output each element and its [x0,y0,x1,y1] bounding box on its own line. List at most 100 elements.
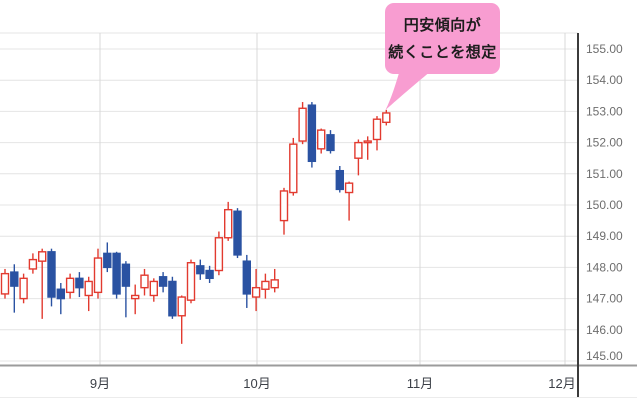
candle-body [372,118,382,141]
candle-body [382,112,391,124]
candlestick [121,261,131,318]
candlestick [38,248,47,319]
candle-body [298,107,307,142]
candle-body [251,286,261,298]
candle-body [214,237,224,272]
candle-body [223,208,233,239]
candlestick [158,272,168,293]
y-axis-label: 148.00 [586,260,623,274]
candlestick [93,248,103,299]
candlestick [242,254,252,308]
y-axis-label: 149.00 [586,229,623,243]
candlestick [261,273,270,299]
candlestick [112,251,121,299]
candlestick [214,231,224,276]
candlestick [289,137,298,196]
candle-body [0,272,10,295]
y-axis-label: 152.00 [586,136,623,150]
candlestick [223,201,233,241]
candlestick [103,242,112,273]
candlestick [326,130,335,154]
candlestick [205,265,214,283]
candlestick [279,187,289,235]
candle-body [344,182,354,194]
candlestick [177,295,186,344]
candlestick [28,253,38,274]
candlestick [65,273,75,299]
candlestick [298,102,307,145]
annotation-text-line2: 続くことを想定 [388,44,497,61]
y-axis-label: 147.00 [586,292,623,306]
candlestick [307,102,317,168]
candle-body [363,140,372,144]
candle-body [307,104,317,163]
candle-body [261,280,270,290]
y-axis-label: 146.00 [586,323,623,337]
y-axis-label: 154.00 [586,73,623,87]
candle-body [47,251,56,298]
candle-body [270,279,279,289]
x-axis-label: 12月 [548,376,575,391]
candle-body [317,129,326,150]
candle-body [289,143,298,194]
candlestick [10,264,19,313]
candlestick [168,276,177,319]
x-axis-label: 11月 [407,376,434,391]
candlestick [270,268,279,293]
candlestick [140,268,149,296]
candlestick [251,268,261,312]
candlestick [56,283,65,315]
candle-body [168,280,177,317]
candle-body [121,263,131,287]
candle-body [28,258,38,270]
candlestick [335,166,344,193]
y-axis-label: 155.00 [586,42,623,56]
y-axis-label: 150.00 [586,198,623,212]
candle-body [93,257,103,294]
candle-body [177,296,186,317]
x-axis-label: 10月 [243,376,270,391]
candle-body [19,277,28,300]
candlestick [84,276,93,312]
candle-body [56,288,65,300]
candlestick [75,272,84,298]
candle-body [326,134,335,152]
candlestick [186,259,196,304]
candlestick [317,128,326,154]
y-axis-label: 153.00 [586,104,623,118]
candle-body [158,276,168,287]
candlestick [196,259,205,280]
candlestick [382,109,391,126]
x-axis-label: 9月 [90,376,110,391]
candlestick [363,136,372,160]
candle-body [233,210,242,256]
candle-body [103,252,112,269]
candle-body [354,141,363,159]
candle-body [335,169,344,191]
candle-body [242,260,252,295]
candlestick [149,278,159,302]
candle-body [65,277,75,294]
candlestick [0,268,10,299]
annotation-text-line1: 円安傾向が [403,17,482,34]
y-axis-label: 145.00 [586,349,623,363]
candle-body [140,274,149,289]
candle-body [10,271,19,287]
annotation-bubble: 円安傾向が 続くことを想定 [385,3,500,74]
annotation-bubble-tail [385,66,437,110]
y-axis-label: 151.00 [586,167,623,181]
candle-body [112,252,121,295]
candlestick [19,273,28,304]
candle-body [84,280,93,297]
candle-body [205,269,214,280]
candlestick [233,208,242,259]
candlestick [47,248,56,307]
candle-body [75,277,84,289]
candle-body [38,251,47,262]
candlestick [354,139,363,176]
candle-body [196,265,205,275]
candlestick [344,181,354,221]
candle-body [130,294,140,300]
